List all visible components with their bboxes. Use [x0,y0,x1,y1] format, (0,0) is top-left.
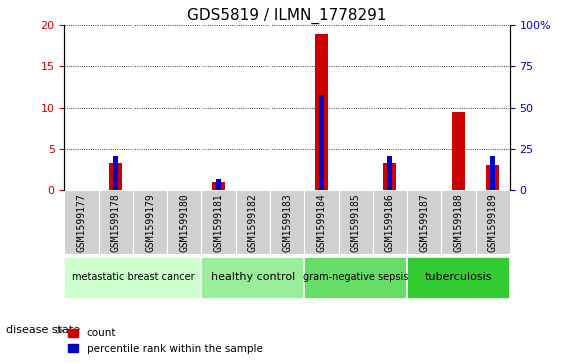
Bar [315,34,328,190]
Text: GSM1599189: GSM1599189 [488,193,498,252]
Bar [407,190,441,254]
Bar [167,190,202,254]
Text: GSM1599188: GSM1599188 [454,193,464,252]
Title: GDS5819 / ILMN_1778291: GDS5819 / ILMN_1778291 [188,8,387,24]
Bar [202,190,236,254]
Bar [407,257,510,299]
Text: disease state: disease state [6,325,80,335]
Text: tuberculosis: tuberculosis [425,272,492,282]
Text: GSM1599186: GSM1599186 [385,193,395,252]
Bar [98,190,133,254]
Bar [387,156,393,190]
Legend: count, percentile rank within the sample: count, percentile rank within the sample [64,324,267,358]
Bar [212,182,225,190]
Bar [202,257,304,299]
Bar [486,165,499,190]
Bar [64,257,202,299]
Bar [476,190,510,254]
Bar [383,163,396,190]
Bar [452,112,465,190]
Text: GSM1599184: GSM1599184 [316,193,326,252]
Text: GSM1599177: GSM1599177 [77,193,87,252]
Bar [133,190,167,254]
Text: GSM1599187: GSM1599187 [419,193,429,252]
Text: GSM1599180: GSM1599180 [179,193,189,252]
Text: GSM1599182: GSM1599182 [248,193,258,252]
Text: GSM1599183: GSM1599183 [282,193,292,252]
Bar [64,190,98,254]
Text: GSM1599179: GSM1599179 [145,193,155,252]
Text: GSM1599185: GSM1599185 [350,193,360,252]
Bar [319,95,324,190]
Bar [304,257,407,299]
Text: metastatic breast cancer: metastatic breast cancer [71,272,195,282]
Text: healthy control: healthy control [211,272,295,282]
Text: GSM1599181: GSM1599181 [214,193,224,252]
Bar [216,179,221,190]
Bar [270,190,304,254]
Bar [490,156,495,190]
Bar [339,190,373,254]
Bar [113,156,118,190]
Text: GSM1599178: GSM1599178 [111,193,121,252]
Bar [373,190,407,254]
Bar [236,190,270,254]
Bar [441,190,476,254]
Bar [304,190,339,254]
Bar [110,163,122,190]
Text: gram-negative sepsis: gram-negative sepsis [303,272,408,282]
